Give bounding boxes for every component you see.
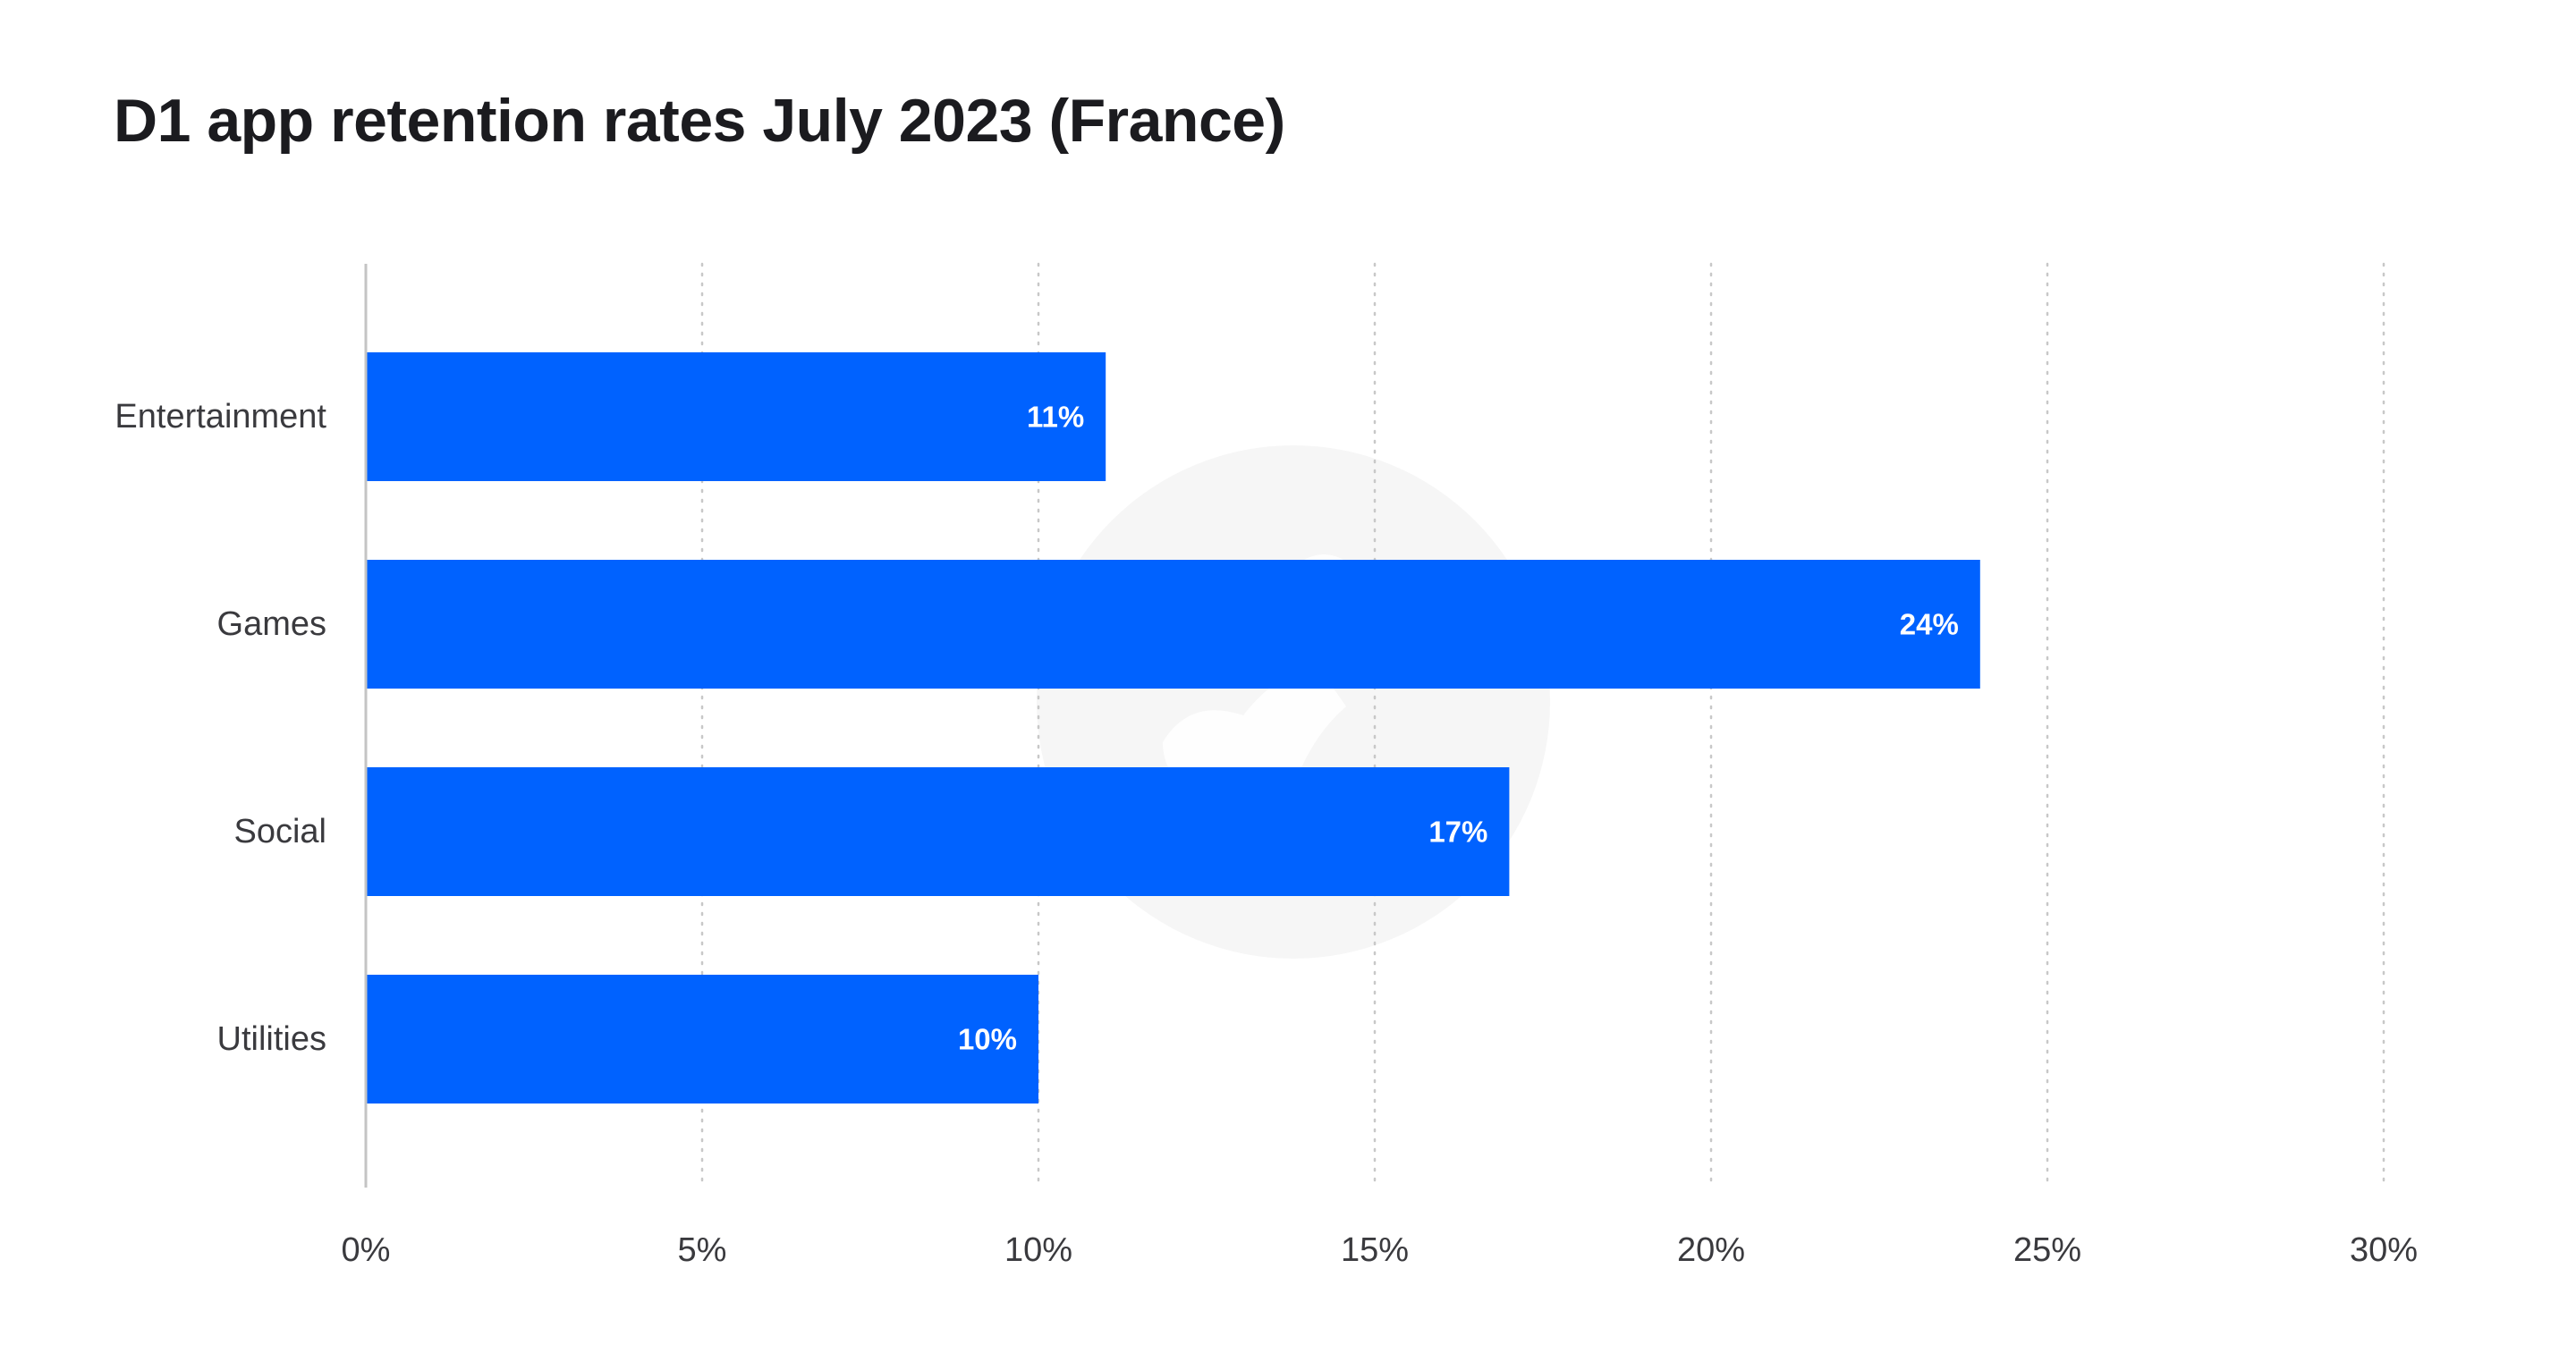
category-label: Social [234,813,327,850]
x-axis-tick-labels: 0% 5% 10% 15% 20% 25% 30% [342,1231,2418,1269]
category-labels: Entertainment Games Social Utilities [114,398,326,1058]
x-tick-label: 5% [678,1231,727,1269]
x-tick-label: 15% [1341,1231,1409,1269]
category-label: Games [217,605,326,643]
x-tick-label: 0% [342,1231,391,1269]
x-tick-label: 10% [1004,1231,1072,1269]
bar-entertainment [366,352,1106,481]
category-label: Utilities [217,1020,326,1058]
data-label: 17% [1428,816,1487,849]
x-tick-label: 25% [2013,1231,2081,1269]
x-tick-label: 20% [1677,1231,1745,1269]
x-tick-label: 30% [2350,1231,2418,1269]
data-label: 11% [1027,401,1084,434]
chart-title: D1 app retention rates July 2023 (France… [114,87,1285,155]
bar-games [366,560,1980,689]
data-label: 24% [1900,608,1959,641]
watermark-mark [1163,662,1346,799]
bar-utilities [366,975,1038,1104]
bar-social [366,767,1510,896]
data-label: 10% [958,1023,1017,1056]
bars: 11% 24% 17% 10% [366,352,1980,1104]
category-label: Entertainment [114,398,326,435]
